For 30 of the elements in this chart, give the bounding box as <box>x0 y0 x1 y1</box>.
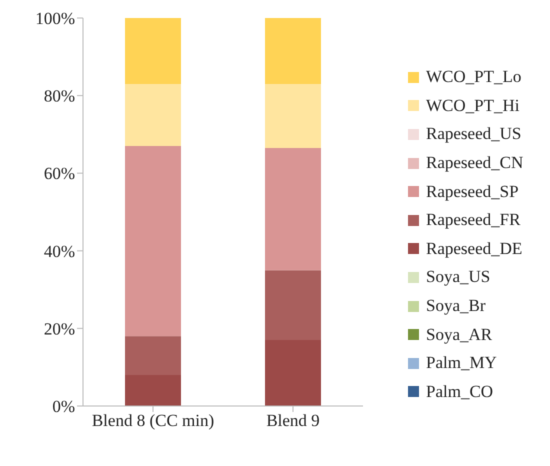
bar <box>125 146 181 336</box>
bar <box>265 84 321 148</box>
legend-label: Soya_AR <box>426 324 492 345</box>
legend-label: Soya_Br <box>426 296 486 316</box>
legend-label: WCO_PT_Hi <box>426 96 520 116</box>
y-tick-label: 80% <box>44 86 75 106</box>
legend-label: Soya_US <box>426 267 490 288</box>
legend-label: Rapeseed_CN <box>426 153 524 174</box>
legend-label: Rapeseed_US <box>426 124 522 144</box>
x-tick-label: Blend 9 <box>266 411 320 430</box>
legend-label: Palm_MY <box>426 353 497 374</box>
y-tick-label: 0% <box>52 397 75 416</box>
y-tick-label: 40% <box>44 242 75 261</box>
bar <box>125 84 181 146</box>
legend-label: Rapeseed_SP <box>426 182 519 202</box>
legend-label: Rapeseed_DE <box>426 238 522 259</box>
x-tick-label: Blend 8 (CC min) <box>92 411 214 430</box>
bar <box>125 18 181 84</box>
bar <box>125 336 181 375</box>
y-tick-label: 20% <box>44 319 75 338</box>
bar <box>265 148 321 270</box>
legend-label: Palm_CO <box>426 382 494 402</box>
bar <box>265 340 321 406</box>
bar <box>125 374 181 406</box>
y-tick-label: 100% <box>35 9 75 28</box>
bar <box>265 18 321 84</box>
y-tick-label: 60% <box>44 164 75 184</box>
bar <box>265 270 321 340</box>
legend-label: WCO_PT_Lo <box>426 67 522 88</box>
legend-label: Rapeseed_FR <box>426 210 520 230</box>
